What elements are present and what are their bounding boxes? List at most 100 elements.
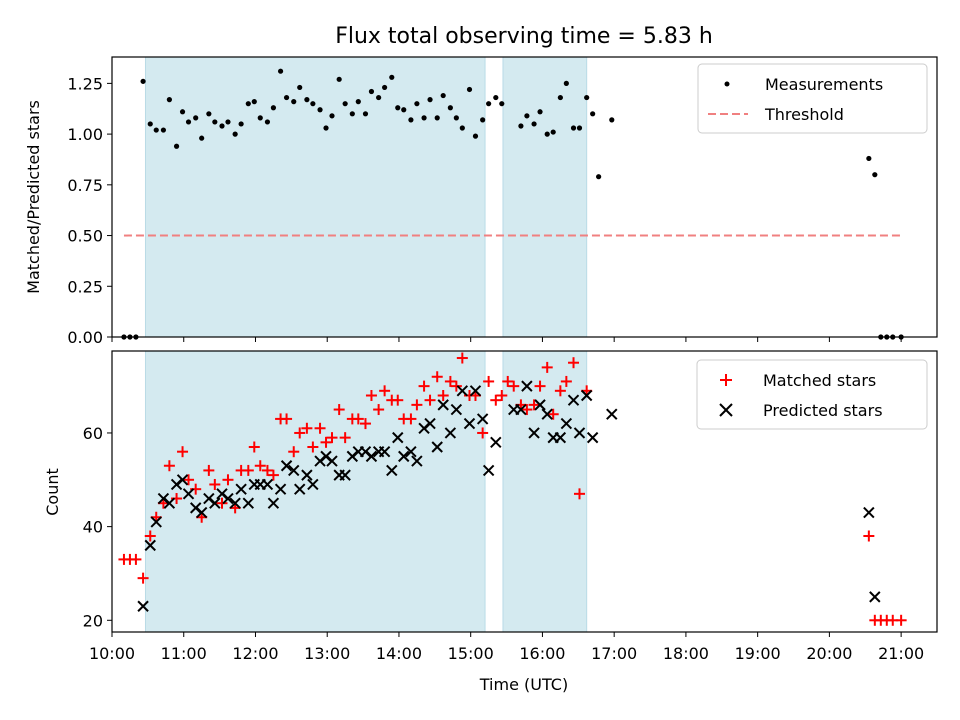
predicted-stars-point xyxy=(463,417,476,430)
observing-span-2 xyxy=(502,56,588,338)
matched-stars-point xyxy=(379,385,391,397)
matched-stars-point xyxy=(248,441,260,453)
matched-stars-point xyxy=(431,371,443,383)
top-axes-frame xyxy=(111,56,938,338)
predicted-stars-point xyxy=(398,450,410,463)
measurement-point xyxy=(609,117,615,123)
matched-stars-point xyxy=(261,464,273,476)
measurement-point xyxy=(570,125,577,131)
matched-stars-point xyxy=(137,572,149,584)
predicted-stars-point xyxy=(235,483,247,495)
bottom-y-axis-ticks: 20 40 60 xyxy=(83,424,112,630)
matched-stars-point xyxy=(359,418,371,430)
predicted-stars-legend-marker xyxy=(719,403,733,417)
predicted-stars-point xyxy=(144,539,156,552)
predicted-stars-point xyxy=(150,516,162,528)
matched-stars-point xyxy=(450,380,462,392)
matched-stars-point xyxy=(528,399,540,411)
predicted-stars-point xyxy=(515,403,527,416)
x-tick-label: 13:00 xyxy=(304,644,350,663)
matched-stars-point xyxy=(502,375,514,387)
measurement-point xyxy=(531,121,537,127)
matched-stars-point xyxy=(411,399,423,411)
predicted-stars-point xyxy=(580,389,593,402)
matched-stars-point xyxy=(365,389,377,401)
measurement-point xyxy=(225,119,231,125)
matched-stars-point xyxy=(301,422,313,434)
matched-stars-point xyxy=(177,446,189,458)
measurement-point xyxy=(590,111,596,117)
measurement-point xyxy=(147,121,153,127)
measurement-point xyxy=(329,113,335,119)
measurement-point xyxy=(291,99,297,105)
x-tick-label: 18:00 xyxy=(663,644,709,663)
measurement-point xyxy=(219,123,225,129)
predicted-stars-point xyxy=(301,469,313,481)
measurement-point xyxy=(395,105,401,111)
matched-stars-point xyxy=(574,488,585,500)
top-y-axis-label: Matched/Predicted stars xyxy=(24,100,43,294)
predicted-stars-legend-label: Predicted stars xyxy=(763,401,883,420)
y-tick-label: 0.00 xyxy=(67,328,103,347)
top-x-axis-ticks xyxy=(111,337,902,342)
measurement-point xyxy=(336,76,342,82)
predicted-stars-point xyxy=(365,450,378,463)
measurement-point xyxy=(576,125,583,131)
measurement-point xyxy=(206,111,212,117)
matched-stars-point xyxy=(339,432,351,444)
predicted-stars-point xyxy=(229,497,241,509)
predicted-stars-point xyxy=(386,464,398,477)
figure-title: Flux total observing time = 5.83 h xyxy=(335,24,713,49)
predicted-stars-point xyxy=(176,474,189,486)
measurement-point xyxy=(563,80,569,86)
measurement-point xyxy=(304,97,310,103)
measurement-point xyxy=(270,105,277,111)
x-tick-label: 16:00 xyxy=(519,644,565,663)
predicted-stars-point xyxy=(482,464,495,477)
y-tick-label: 0.50 xyxy=(67,227,103,246)
predicted-stars-point xyxy=(392,431,404,444)
matched-stars-point xyxy=(320,436,332,448)
predicted-stars-point xyxy=(528,427,540,439)
bottom-x-axis-ticks: 10:00 11:00 12:00 13:00 14:00 15:00 16:00 17:00… xyxy=(89,632,924,663)
predicted-stars-point xyxy=(541,408,553,420)
measurement-point xyxy=(349,111,355,117)
predicted-stars-point xyxy=(307,478,319,491)
predicted-stars-point xyxy=(182,488,195,500)
measurement-point xyxy=(245,101,251,107)
predicted-stars-point xyxy=(326,455,338,467)
measurement-point xyxy=(166,97,172,103)
measurement-point xyxy=(459,125,465,131)
observing-span-1 xyxy=(144,56,486,338)
predicted-stars-point xyxy=(521,380,533,392)
matched-stars-legend-marker xyxy=(720,374,732,386)
matched-stars-point xyxy=(288,446,300,458)
matched-stars-point xyxy=(560,375,572,387)
measurement-point xyxy=(472,133,479,139)
predicted-stars-point xyxy=(137,600,149,612)
predicted-stars-point xyxy=(437,399,449,411)
measurement-point xyxy=(447,105,453,111)
predicted-stars-point xyxy=(163,497,176,509)
matched-stars-point xyxy=(307,441,319,453)
measurement-point xyxy=(537,109,543,115)
top-y-axis-ticks: 0.00 0.25 0.50 0.75 1.00 1.25 xyxy=(67,74,112,347)
bottom-y-axis-label: Count xyxy=(43,468,62,516)
matched-stars-point xyxy=(477,427,489,439)
predicted-stars-point xyxy=(267,497,280,509)
matched-stars-point xyxy=(216,497,228,509)
matched-stars-point xyxy=(222,474,234,486)
matched-stars-point xyxy=(203,464,215,476)
matched-stars-point xyxy=(496,389,508,401)
y-tick-label: 0.25 xyxy=(67,277,103,296)
predicted-stars-point xyxy=(288,464,300,477)
matched-stars-series xyxy=(118,352,907,626)
measurement-point xyxy=(544,131,550,137)
measurement-point xyxy=(317,107,323,113)
x-tick-label: 20:00 xyxy=(806,644,852,663)
predicted-stars-point xyxy=(378,445,391,458)
measurements-legend-label: Measurements xyxy=(765,75,883,94)
observing-span-2 xyxy=(502,350,588,633)
measurement-point xyxy=(153,127,159,133)
bottom-legend: Matched stars Predicted stars xyxy=(696,359,928,430)
